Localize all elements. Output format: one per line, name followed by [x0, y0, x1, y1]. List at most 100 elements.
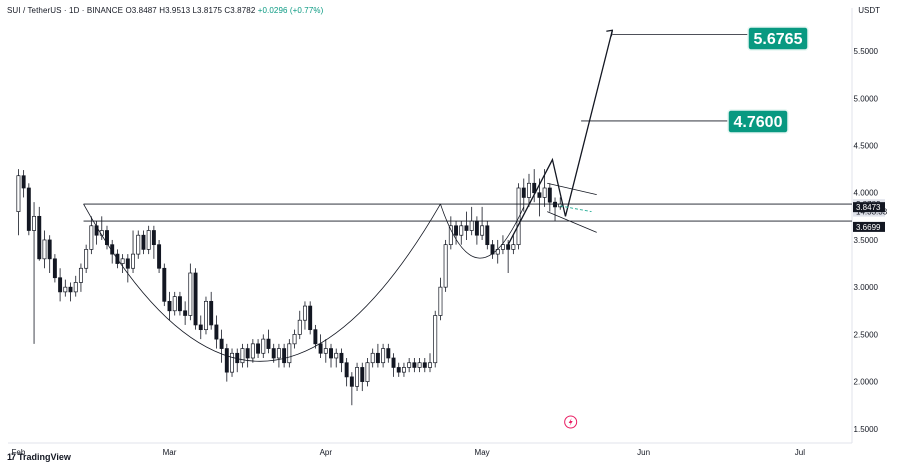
candle-body: [276, 348, 281, 359]
tradingview-logo-icon: 17: [7, 452, 16, 462]
candle-body: [240, 348, 245, 364]
candle: [532, 169, 537, 203]
currency-unit[interactable]: USDT: [858, 6, 880, 15]
candle-body: [438, 286, 443, 316]
candle: [527, 173, 531, 207]
candle-body: [214, 324, 219, 340]
candle-body: [84, 249, 89, 269]
candle: [297, 310, 302, 340]
price-label-box: [853, 221, 885, 232]
candle: [193, 268, 198, 330]
target-badge-box: [747, 26, 809, 51]
candle: [292, 329, 297, 349]
y-tick-label: 5.5000: [854, 47, 879, 56]
candle-body: [21, 175, 26, 189]
candle: [521, 178, 526, 212]
candle-body: [391, 357, 396, 368]
price-axis: 5.5000 5.0000 4.5000 4.0000 3.5000 3.0000 2.50…: [851, 8, 879, 443]
price-label-text: 3.6699: [856, 223, 881, 232]
candle: [391, 353, 396, 377]
handle-curve: [440, 203, 525, 259]
candle: [219, 329, 224, 363]
candle: [136, 230, 141, 259]
candle-body: [401, 367, 406, 373]
candle-body: [105, 230, 109, 246]
candle: [318, 334, 323, 358]
candle: [448, 216, 453, 250]
candle: [355, 362, 360, 392]
lightning-icon: [564, 415, 578, 429]
candle: [313, 324, 318, 349]
candle-body: [256, 343, 261, 354]
candle: [329, 343, 333, 368]
candle: [365, 358, 370, 387]
candle-body: [527, 182, 531, 198]
candle: [250, 339, 255, 363]
x-tick-label: Jun: [637, 448, 650, 457]
candle: [167, 291, 172, 321]
candle-body: [271, 348, 276, 359]
candle-body: [68, 286, 73, 293]
candle-body: [73, 282, 78, 293]
candle: [58, 268, 63, 302]
candle: [495, 239, 500, 264]
candle: [308, 301, 313, 335]
candle-body: [433, 315, 438, 364]
candle: [26, 183, 31, 236]
candle-body: [474, 220, 479, 236]
candle: [454, 221, 459, 245]
candle-body: [125, 258, 130, 269]
candle-body: [162, 267, 167, 302]
candle-body: [146, 230, 151, 250]
candle-body: [282, 348, 287, 364]
candle: [32, 202, 37, 344]
candle-body: [547, 187, 552, 203]
candle-body: [532, 182, 537, 194]
candle: [131, 230, 136, 273]
candle-body: [537, 192, 542, 198]
candle-body: [344, 362, 349, 378]
y-tick-label: 3.5000: [854, 236, 879, 245]
candle-body: [297, 319, 302, 335]
candle-body: [521, 187, 526, 198]
candle-body: [136, 234, 141, 255]
candle-body: [386, 348, 391, 359]
candle-body: [323, 348, 328, 354]
ohlc-close: C3.8782: [224, 6, 256, 15]
target-badge-box: [727, 109, 789, 134]
candle-body: [94, 225, 99, 236]
candle-body: [230, 352, 234, 373]
flag-lower-line: [547, 211, 597, 233]
candle: [183, 301, 188, 325]
price-label: 3.8473: [853, 202, 885, 213]
candle: [84, 244, 89, 273]
ohlc-change: +0.0296 (+0.77%): [257, 6, 324, 15]
candle: [401, 362, 406, 377]
candle: [141, 230, 146, 255]
candle-body: [224, 348, 229, 373]
symbol-name[interactable]: SUI / TetherUS · 1D · BINANCE: [7, 6, 124, 15]
tradingview-logo[interactable]: 17 TradingView: [7, 452, 71, 462]
candle: [287, 339, 292, 368]
candle-body: [355, 367, 360, 387]
ohlc-open: O3.8487: [125, 6, 157, 15]
candle: [360, 362, 365, 392]
candle: [162, 263, 167, 307]
candle-body: [42, 239, 47, 260]
candle: [412, 358, 417, 373]
candle: [553, 197, 558, 222]
y-tick-label: 4.0000: [854, 189, 879, 198]
price-label-text: 3.8473: [856, 203, 881, 212]
candle-body: [89, 225, 94, 250]
candle: [42, 230, 47, 269]
x-tick-label: Apr: [320, 448, 333, 457]
candle: [464, 211, 469, 240]
candle-body: [219, 338, 224, 349]
candle: [16, 169, 21, 236]
candle: [422, 358, 427, 373]
candle-body: [313, 329, 318, 345]
candle-body: [78, 267, 83, 283]
candle-body: [375, 352, 380, 364]
candle: [417, 358, 422, 373]
